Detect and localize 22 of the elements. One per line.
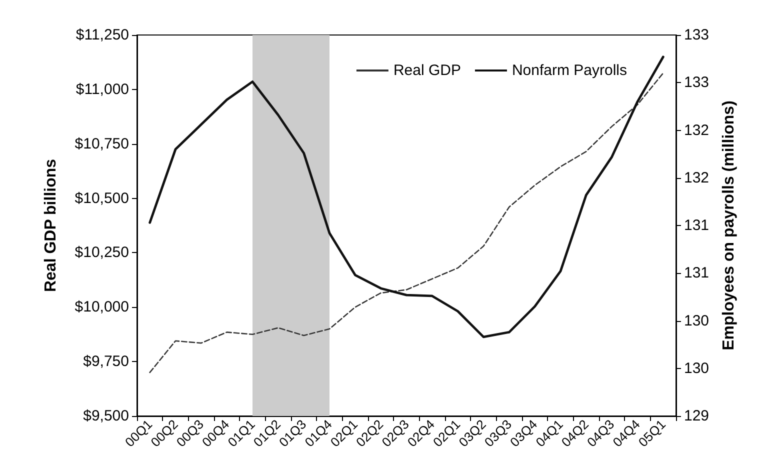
y-tick-label: $11,250 (76, 26, 129, 44)
line-series (148, 56, 664, 338)
y2-tick-label: 133 (684, 74, 710, 92)
y2-tick-label: 132 (684, 122, 710, 139)
legend-label: Nonfarm Payrolls (512, 62, 628, 79)
y2-tick-label: 131 (684, 217, 710, 234)
y2-tick-label: 129 (684, 408, 710, 424)
y-tick-label: $9,750 (83, 353, 129, 370)
y2-tick-label: 131 (684, 264, 710, 282)
y-tick-label: $9,500 (83, 408, 129, 424)
y2-axis-title: Employees on payrolls (millions) (720, 100, 738, 350)
y2-tick-label: 130 (684, 312, 710, 330)
y-tick-label: $10,250 (74, 244, 129, 262)
y-tick-label: $10,000 (74, 298, 129, 316)
y2-tick-label: 133 (684, 26, 710, 44)
y-tick-label: $10,750 (74, 135, 129, 152)
legend-label: Real GDP (393, 62, 461, 79)
y2-tick-label: 130 (684, 360, 710, 377)
y2-tick-label: 132 (684, 169, 710, 186)
y-tick-label: $11,000 (76, 80, 129, 98)
y-tick-label: $10,500 (74, 190, 129, 207)
y-axis-title: Real GDP billions (42, 158, 60, 292)
